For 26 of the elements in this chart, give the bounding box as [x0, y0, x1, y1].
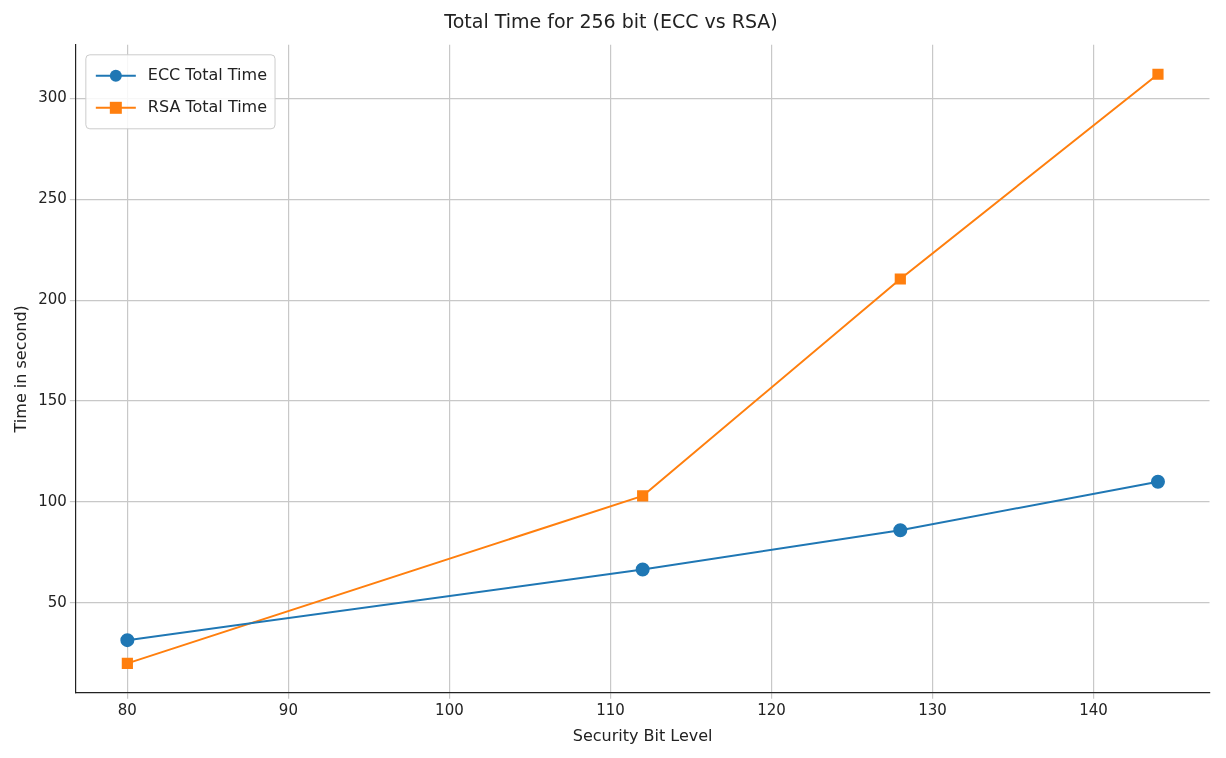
y-tick-label: 100 [38, 491, 67, 510]
point [894, 273, 906, 285]
x-tick-label: 90 [278, 700, 298, 719]
y-tick-label: 200 [38, 290, 67, 309]
point [637, 490, 649, 502]
legend-label: ECC Total Time [147, 64, 267, 84]
x-tick-label: 120 [757, 700, 786, 719]
y-tick-label: 300 [38, 88, 67, 107]
point [120, 633, 135, 648]
x-axis-title: Security Bit Level [572, 725, 713, 745]
chart-title: Total Time for 256 bit (ECC vs RSA) [443, 10, 778, 33]
y-tick-label: 50 [47, 592, 67, 611]
y-tick-label: 250 [38, 189, 67, 208]
point [1152, 68, 1164, 80]
x-tick-label: 80 [117, 700, 137, 719]
point [121, 657, 133, 669]
y-axis-title: Time in second) [10, 305, 30, 434]
y-tick-label: 150 [38, 390, 67, 409]
x-tick-label: 130 [918, 700, 947, 719]
legend-label: RSA Total Time [147, 96, 268, 116]
point [635, 562, 650, 577]
x-tick-label: 110 [596, 700, 625, 719]
point [1150, 474, 1165, 489]
point [893, 523, 908, 538]
x-tick-label: 140 [1079, 700, 1108, 719]
x-tick-label: 100 [435, 700, 464, 719]
